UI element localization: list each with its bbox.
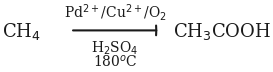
Text: Pd$^{2+}$/Cu$^{2+}$/O$_2$: Pd$^{2+}$/Cu$^{2+}$/O$_2$ [64,2,167,23]
Text: 180$^o$C: 180$^o$C [93,54,138,70]
Text: H$_2$SO$_4$: H$_2$SO$_4$ [91,39,139,57]
Text: CH$_4$: CH$_4$ [2,21,40,42]
Text: CH$_3$COOH: CH$_3$COOH [173,21,271,42]
